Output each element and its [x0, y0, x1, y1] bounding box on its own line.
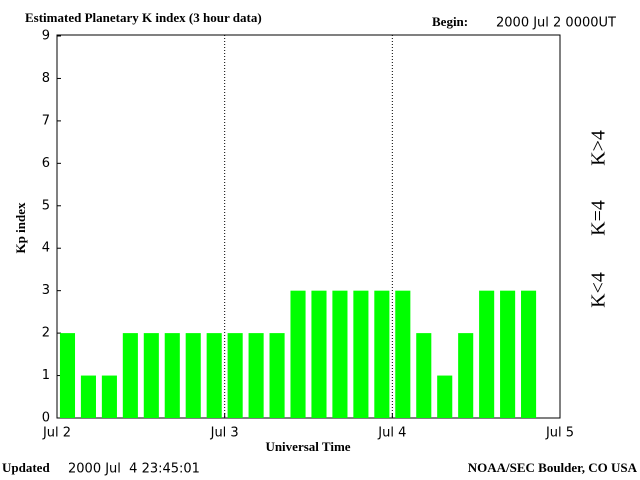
bar — [59, 333, 76, 418]
x-tick-label: Jul 5 — [545, 426, 574, 441]
y-tick-label: 8 — [42, 71, 50, 86]
bar — [374, 290, 390, 418]
chart-title: Estimated Planetary K index (3 hour data… — [25, 10, 262, 25]
y-tick-label: 0 — [42, 411, 50, 426]
bar — [248, 333, 264, 418]
bar — [185, 333, 201, 418]
bar — [332, 290, 348, 418]
y-tick-label: 1 — [42, 368, 50, 383]
bar — [521, 290, 537, 418]
y-axis-label: Kp index — [13, 202, 28, 253]
bar — [395, 290, 411, 418]
bar — [416, 333, 432, 418]
bar — [122, 333, 138, 418]
y-tick-label: 3 — [42, 283, 50, 298]
y-tick-label: 6 — [42, 156, 50, 171]
bar — [227, 333, 243, 418]
x-tick-label: Jul 3 — [210, 426, 239, 441]
x-tick-label: Jul 2 — [42, 426, 71, 441]
bar — [311, 290, 327, 418]
bar — [164, 333, 180, 418]
bar — [437, 375, 453, 418]
y-tick-label: 9 — [42, 29, 50, 44]
y-tick-label: 5 — [42, 198, 50, 213]
bar — [479, 290, 495, 418]
bar — [143, 333, 159, 418]
bar — [458, 333, 474, 418]
legend-label: K=4 — [588, 200, 610, 236]
bar — [500, 290, 516, 418]
bar — [290, 290, 306, 418]
y-tick-label: 2 — [42, 326, 50, 341]
legend-label: K<4 — [588, 272, 610, 308]
x-tick-label: Jul 4 — [377, 426, 406, 441]
updated-value: 2000 Jul 4 23:45:01 — [68, 462, 200, 477]
begin-value: 2000 Jul 2 0000UT — [496, 16, 616, 31]
bar — [101, 375, 117, 418]
bar — [80, 375, 96, 418]
source: NOAA/SEC Boulder, CO USA — [468, 460, 638, 475]
y-tick-label: 7 — [42, 113, 50, 128]
updated-label: Updated — [2, 460, 50, 475]
begin-label: Begin: — [432, 14, 468, 29]
legend-label: K>4 — [588, 130, 610, 166]
bar — [269, 333, 285, 418]
plot-frame — [56, 34, 561, 419]
bar — [353, 290, 369, 418]
y-tick-label: 4 — [42, 241, 50, 256]
bar — [206, 333, 222, 418]
x-axis-label: Universal Time — [265, 439, 350, 454]
